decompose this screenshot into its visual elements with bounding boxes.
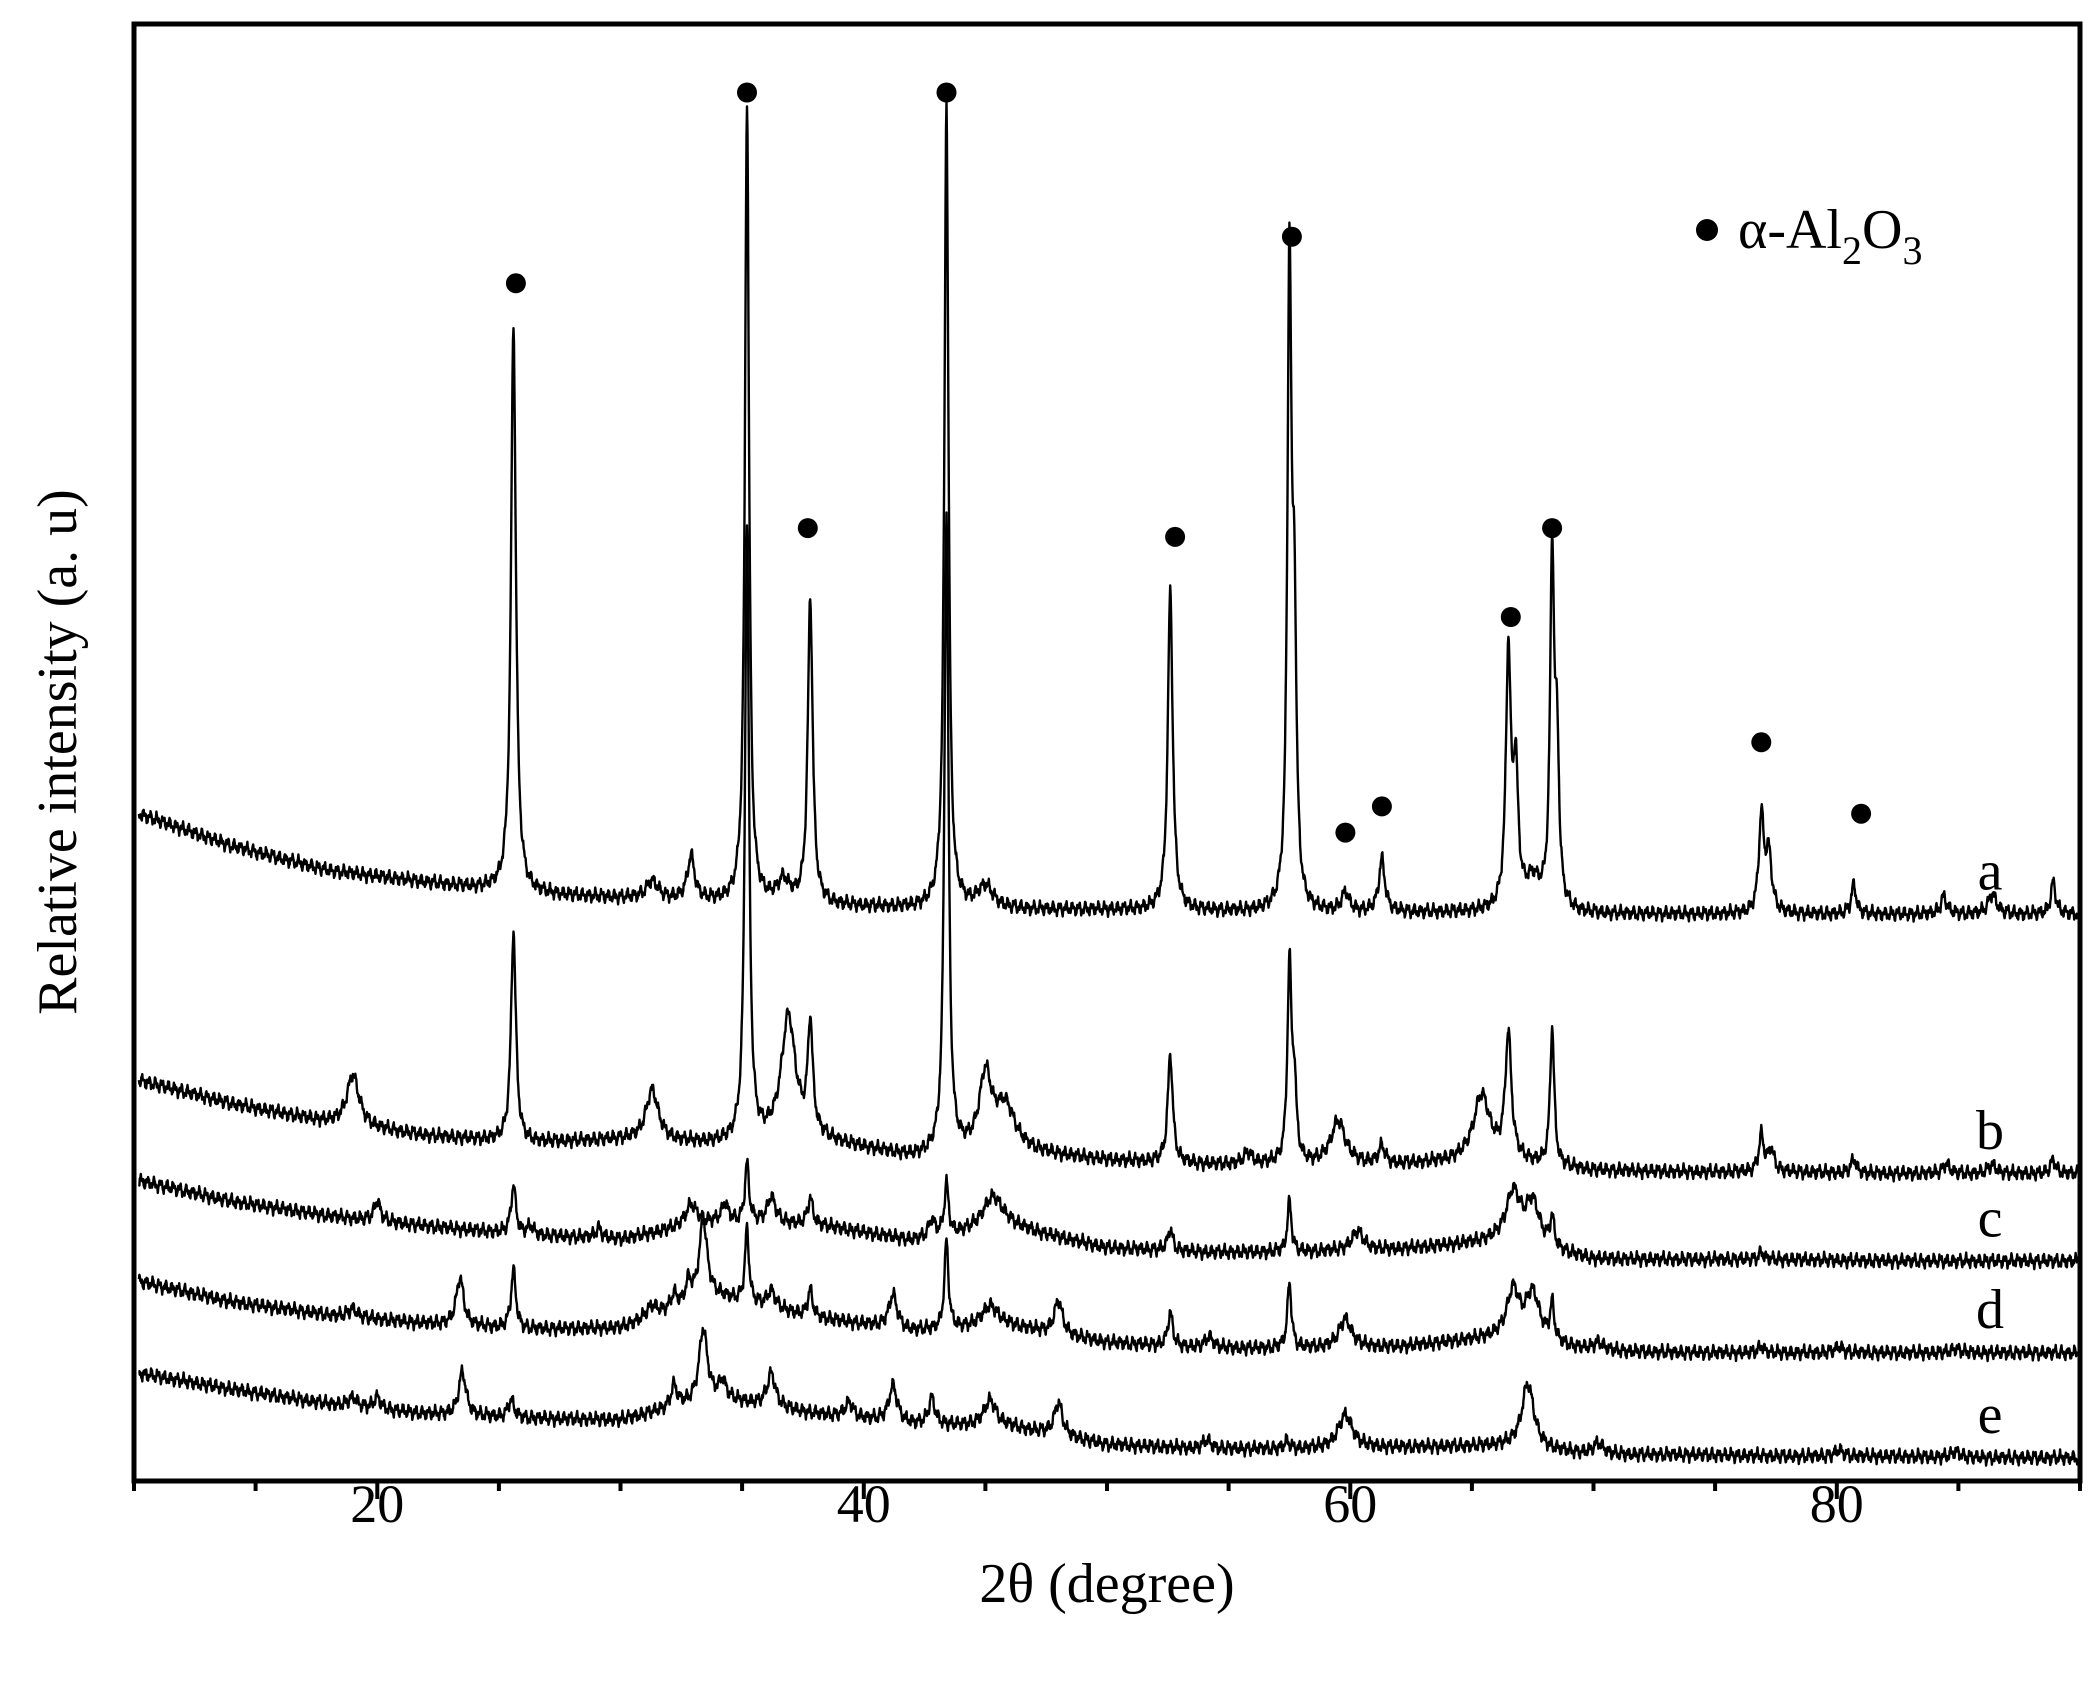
legend-text-mid: O — [1862, 199, 1902, 261]
alumina-marker-11 — [1751, 732, 1772, 753]
y-axis-title: Relative intensity (a. u) — [27, 489, 89, 1015]
alumina-marker-5 — [1165, 526, 1186, 547]
x-tick-label: 20 — [350, 1474, 404, 1534]
trace-b — [137, 511, 2079, 1183]
legend-sub-2: 3 — [1902, 228, 1922, 273]
alumina-marker-12 — [1851, 803, 1872, 824]
x-tick-label: 80 — [1810, 1474, 1864, 1534]
x-axis-ticks: 20 40 60 80 — [132, 1474, 2082, 1534]
trace-label-d: d — [1976, 1279, 2004, 1341]
alumina-marker-6 — [1281, 226, 1302, 247]
legend-label: α-Al2O3 — [1738, 199, 1922, 273]
xrd-traces — [137, 100, 2079, 1467]
legend: α-Al2O3 — [1696, 199, 1922, 273]
alumina-marker-9 — [1500, 607, 1521, 627]
legend-text-main: α-Al — [1738, 199, 1842, 261]
plot-frame — [131, 21, 2083, 1484]
alpha-alumina-markers — [505, 82, 1872, 843]
x-axis-title: 2θ (degree) — [979, 1553, 1234, 1615]
trace-a — [137, 100, 2079, 923]
alumina-marker-2 — [737, 82, 757, 103]
trace-label-b: b — [1976, 1100, 2004, 1162]
alumina-marker-8 — [1371, 796, 1392, 817]
alumina-marker-4 — [797, 518, 818, 539]
alumina-marker-1 — [505, 273, 526, 294]
trace-label-a: a — [1978, 841, 2003, 903]
legend-marker — [1696, 219, 1718, 241]
alumina-marker-3 — [936, 82, 957, 103]
alumina-marker-10 — [1542, 518, 1563, 539]
x-tick-label: 60 — [1323, 1474, 1377, 1534]
trace-c — [137, 1157, 2079, 1271]
alumina-marker-7 — [1335, 822, 1356, 843]
trace-e — [138, 1326, 2079, 1467]
x-tick-label: 40 — [837, 1474, 891, 1534]
trace-label-c: c — [1978, 1187, 2003, 1249]
trace-label-e: e — [1978, 1384, 2003, 1446]
trace-d — [137, 1218, 2079, 1363]
legend-sub-1: 2 — [1842, 228, 1862, 273]
